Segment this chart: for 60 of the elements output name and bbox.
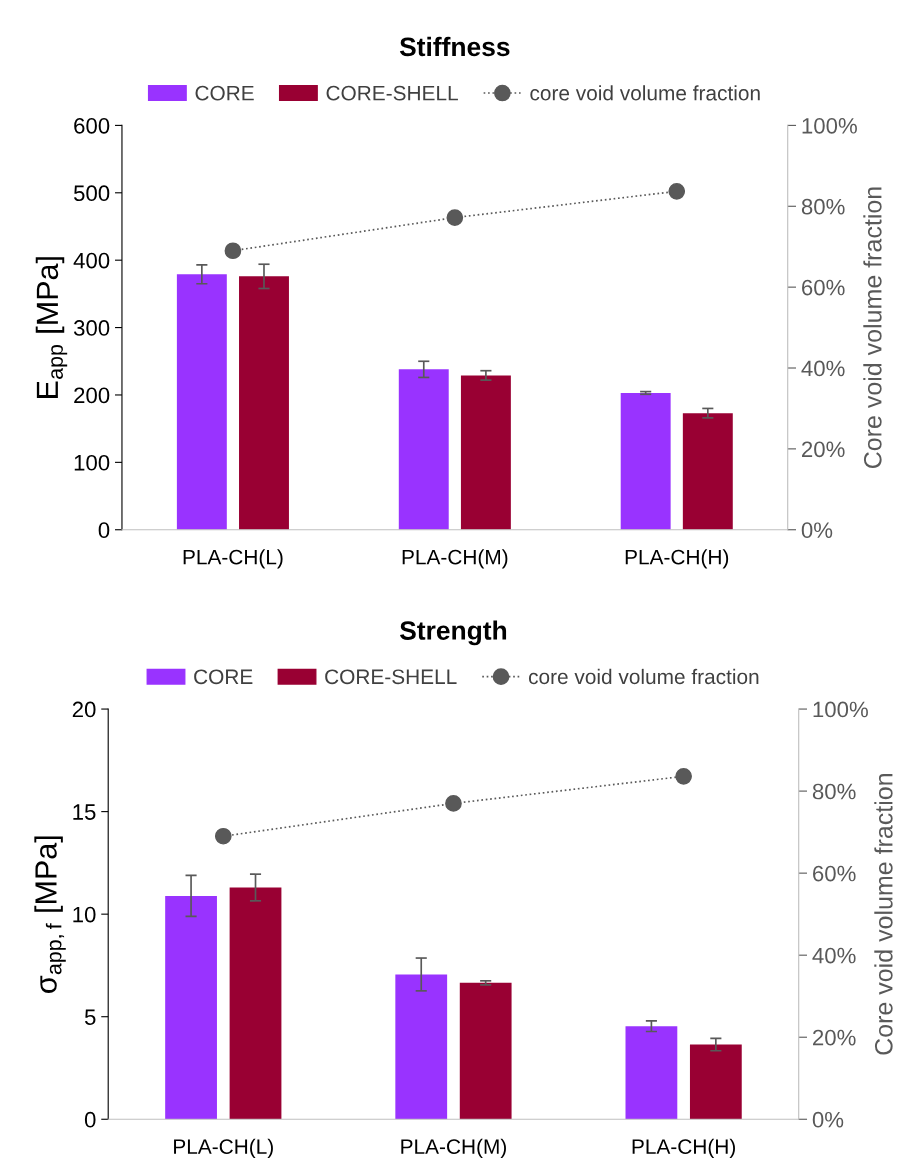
y2-tick-label: 100% bbox=[813, 701, 868, 718]
y-tick-label: 600 bbox=[74, 117, 110, 134]
bar bbox=[239, 276, 289, 530]
y-tick-label: 300 bbox=[73, 320, 110, 336]
bar bbox=[682, 413, 733, 530]
y-tick-label: 0 bbox=[98, 522, 110, 539]
y-axis-title: E$_{app}$ [MPa] bbox=[35, 257, 68, 398]
legend-label: CORE bbox=[195, 85, 254, 101]
y-tick-label: 400 bbox=[73, 252, 110, 269]
y2-tick-label: 20% bbox=[802, 441, 845, 458]
y2-tick-label: 80% bbox=[812, 783, 856, 800]
point bbox=[445, 795, 462, 812]
point bbox=[224, 242, 242, 260]
bar bbox=[176, 274, 227, 530]
bar bbox=[620, 392, 671, 530]
bar bbox=[459, 982, 512, 1120]
y-tick-label: 5 bbox=[84, 1009, 96, 1025]
y2-tick-label: 20% bbox=[813, 1029, 856, 1046]
y-tick-label: 200 bbox=[74, 387, 110, 404]
point bbox=[668, 182, 686, 200]
y-tick-label: 15 bbox=[73, 804, 96, 820]
x-tick-label: PLA-CH(M) bbox=[401, 1138, 506, 1159]
bar bbox=[398, 369, 449, 530]
bar bbox=[165, 895, 217, 1120]
legend-label: CORE bbox=[194, 669, 253, 685]
y-tick-label: 20 bbox=[72, 701, 96, 718]
bar bbox=[229, 887, 282, 1120]
bar bbox=[625, 1026, 678, 1120]
y2-tick-label: 0% bbox=[801, 522, 833, 539]
point bbox=[675, 767, 692, 785]
point bbox=[446, 209, 464, 226]
y2-axis-title: Core void volume fraction bbox=[863, 187, 882, 469]
x-tick-label: PLA-CH(L) bbox=[183, 549, 283, 569]
y-tick-label: 0 bbox=[84, 1111, 96, 1128]
x-tick-label: PLA-CH(L) bbox=[174, 1138, 273, 1159]
y2-tick-label: 60% bbox=[802, 279, 845, 296]
x-tick-label: PLA-CH(M) bbox=[402, 549, 508, 569]
x-tick-label: PLA-CH(H) bbox=[632, 1138, 735, 1159]
y2-tick-label: 40% bbox=[801, 360, 845, 377]
chart-title: Strength bbox=[399, 620, 507, 646]
bar bbox=[395, 974, 448, 1120]
y-tick-label: 100 bbox=[74, 454, 110, 471]
y2-tick-label: 100% bbox=[802, 117, 857, 134]
legend-label: core void volume fraction bbox=[530, 85, 760, 101]
y2-tick-label: 0% bbox=[812, 1111, 844, 1128]
y2-tick-label: 80% bbox=[801, 198, 845, 215]
point bbox=[214, 827, 232, 845]
y2-tick-label: 40% bbox=[812, 947, 856, 964]
legend-label: core void volume fraction bbox=[528, 668, 759, 685]
x-tick-label: PLA-CH(H) bbox=[625, 549, 729, 569]
y2-tick-label: 60% bbox=[813, 865, 856, 882]
bar bbox=[460, 375, 511, 530]
chart-title: Stiffness bbox=[399, 36, 510, 57]
legend-label: CORE-SHELL bbox=[326, 85, 458, 101]
bar bbox=[689, 1044, 742, 1120]
y-tick-label: 10 bbox=[73, 906, 96, 923]
y-tick-label: 500 bbox=[73, 185, 110, 202]
y2-axis-title: Core void volume fraction bbox=[874, 774, 893, 1055]
y-axis-title: σ$_{app,f}$ [MPa] bbox=[34, 836, 66, 993]
legend-label: CORE-SHELL bbox=[325, 669, 457, 685]
